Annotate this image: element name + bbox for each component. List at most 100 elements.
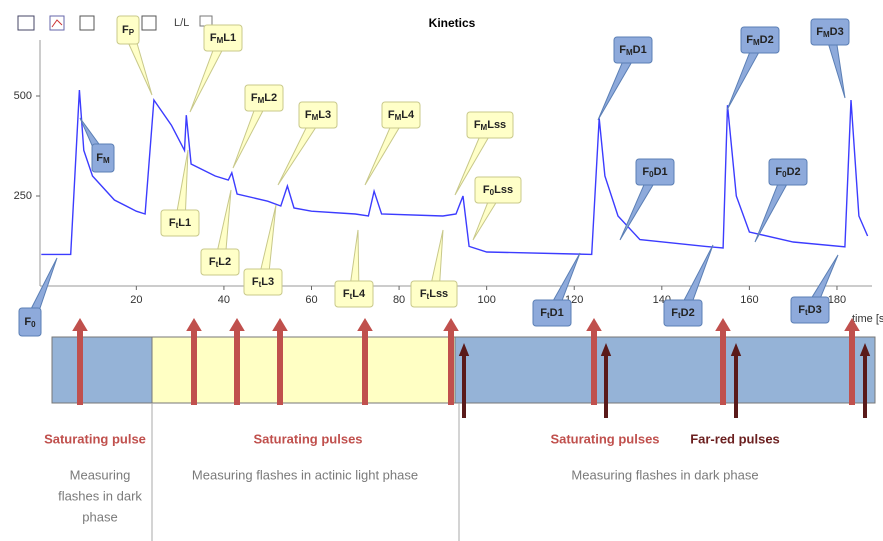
tool-text[interactable]: L/L	[174, 17, 189, 29]
label-base: F	[775, 166, 782, 178]
pulse-arrow	[277, 330, 283, 405]
label-suffix: L1	[223, 32, 236, 44]
callout: FMD1	[597, 36, 653, 121]
callout-label: FtD1	[540, 307, 563, 320]
pulse-arrow-head	[186, 318, 202, 331]
label-sub: M	[395, 113, 402, 122]
pulse-arrow	[191, 330, 197, 405]
callout-label: FMLss	[474, 119, 506, 132]
callout-box	[243, 268, 283, 296]
callout: FtD1	[532, 252, 581, 327]
callout-box	[532, 299, 572, 327]
callout-box	[740, 26, 780, 54]
label-base: F	[642, 166, 649, 178]
phase-label: Measuring	[70, 467, 131, 482]
pulse-arrow-head	[715, 318, 731, 331]
label-sub: M	[753, 38, 760, 47]
label-sub: 0	[490, 188, 495, 197]
tool-icon[interactable]	[79, 15, 95, 31]
label-base: F	[169, 217, 176, 229]
label-suffix: L2	[218, 256, 231, 268]
callout-box	[200, 248, 240, 276]
callout-box	[410, 280, 458, 308]
label-base: F	[798, 304, 805, 316]
x-tick-label: 20	[130, 294, 142, 306]
callout: FMLss	[454, 111, 514, 196]
callout-box	[474, 176, 522, 204]
label-suffix: L2	[264, 92, 277, 104]
callout-label: FtD3	[798, 304, 821, 317]
pulse-arrow-head	[229, 318, 245, 331]
x-axis-label: time [s	[852, 313, 883, 325]
callout: FML4	[364, 101, 421, 186]
label-base: F	[816, 26, 823, 38]
callout-box	[381, 101, 421, 129]
toolbar: L/L	[17, 15, 213, 31]
label-sub: M	[217, 36, 224, 45]
label-suffix: D2	[787, 166, 801, 178]
pulse-arrow	[734, 355, 738, 418]
label-sub: t	[350, 292, 353, 301]
tool-icon[interactable]	[49, 15, 65, 31]
label-base: F	[96, 152, 103, 164]
label-suffix: D1	[550, 307, 564, 319]
phase-label: Measuring flashes in actinic light phase	[192, 467, 418, 482]
label-sub: 0	[649, 170, 654, 179]
label-base: F	[24, 316, 31, 328]
label-suffix: D3	[830, 26, 844, 38]
callout-label: FML4	[388, 109, 415, 122]
label-base: F	[746, 34, 753, 46]
label-base: F	[209, 256, 216, 268]
callout: FtL1	[160, 149, 200, 237]
phase-label: Measuring flashes in dark phase	[571, 467, 758, 482]
label-suffix: L4	[352, 288, 366, 300]
pulse-arrow-head	[272, 318, 288, 331]
callout-box	[334, 280, 374, 308]
dark-phase-box	[454, 336, 876, 404]
callout-box	[116, 15, 140, 45]
x-tick-label: 100	[477, 294, 495, 306]
callout-box	[91, 143, 115, 173]
callout: FMD2	[726, 26, 780, 111]
callout: FML1	[189, 24, 243, 113]
label-sub: t	[259, 280, 262, 289]
label-suffix: L1	[178, 217, 191, 229]
pulse-label: Saturating pulse	[44, 431, 146, 446]
callout: FMD3	[810, 18, 850, 99]
tool-icon[interactable]	[141, 15, 157, 31]
callout-label: FML1	[210, 32, 236, 45]
label-sub: M	[258, 96, 265, 105]
callout-label: FtD2	[671, 307, 694, 320]
callout-label: FtL3	[252, 276, 274, 289]
callout-box	[613, 36, 653, 64]
callout-box	[768, 158, 808, 186]
label-suffix: D1	[633, 44, 647, 56]
callout-label: F0D2	[775, 166, 800, 179]
callout-box	[160, 209, 200, 237]
callout-box	[244, 84, 284, 112]
label-base: F	[474, 119, 481, 131]
label-base: F	[540, 307, 547, 319]
pulse-arrow	[462, 355, 466, 418]
pulse-arrow-head	[730, 343, 742, 356]
callout-box	[298, 101, 338, 129]
chart-title: Kinetics	[429, 16, 476, 30]
label-base: F	[483, 184, 490, 196]
pulse-arrow-head	[458, 343, 470, 356]
label-sub: t	[427, 292, 430, 301]
callout: FML3	[277, 101, 338, 186]
label-suffix: D3	[808, 304, 822, 316]
phase-label: flashes in dark	[58, 488, 142, 503]
label-base: F	[388, 109, 395, 121]
tool-icon[interactable]	[17, 15, 35, 31]
label-suffix: Lss	[494, 184, 513, 196]
data-line	[41, 89, 869, 256]
callout-box	[203, 24, 243, 52]
x-tick-label: 40	[218, 294, 230, 306]
label-suffix: L3	[261, 276, 274, 288]
callout: FtD3	[790, 254, 839, 324]
callout: FtL4	[334, 229, 374, 308]
callout-label: F0D1	[642, 166, 667, 179]
